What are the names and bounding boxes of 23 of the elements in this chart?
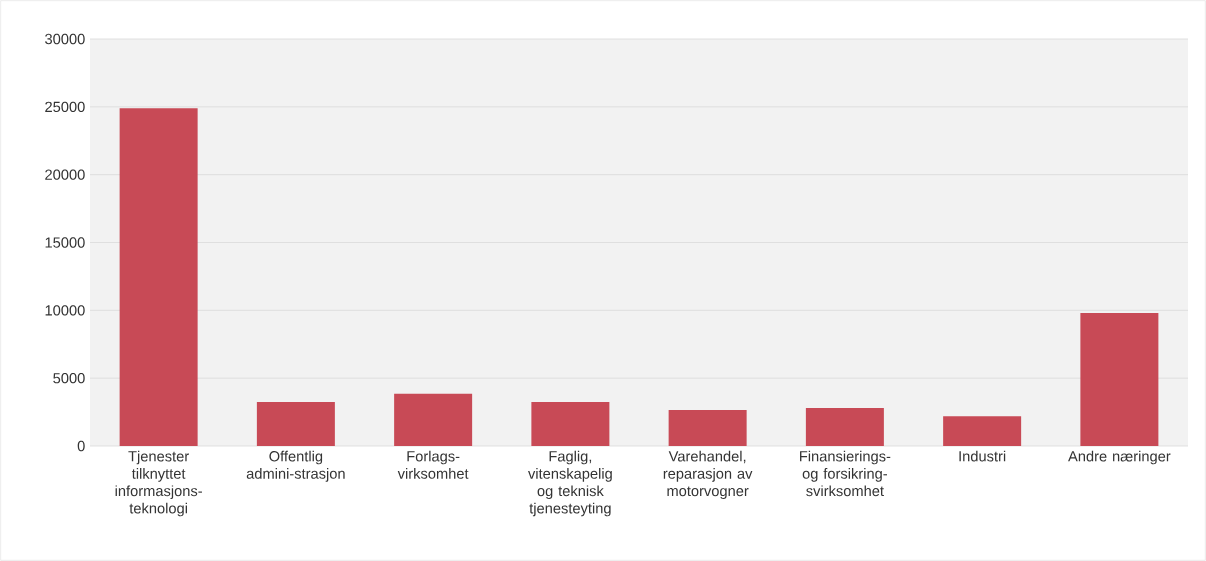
x-tick-label: Faglig, vitenskapelig og teknisk tjenesteyting: [528, 450, 612, 517]
bar: [805, 408, 884, 446]
y-tick-label: 5000: [53, 372, 85, 384]
x-tick-label: Industri: [959, 450, 1006, 462]
bar: [1080, 313, 1159, 446]
bar: [943, 416, 1022, 446]
x-tick-label: Forlags-virksomhet: [397, 450, 469, 479]
y-tick-label: 30000: [45, 33, 85, 45]
y-tick-label: 10000: [45, 305, 85, 316]
bar: [119, 108, 198, 446]
bar: [668, 410, 747, 446]
x-tick-label: Offentlig admini-strasjon: [246, 450, 345, 482]
x-tick-label: Andre næringer: [1068, 450, 1171, 465]
y-tick-label: 20000: [45, 169, 85, 180]
y-tick-label: 15000: [45, 237, 85, 248]
bar: [531, 401, 610, 446]
x-tick-label: Varehandel, reparasjon av motorvogner: [663, 450, 753, 500]
x-tick-label: Finansierings- og forsikring-svirksomhet: [800, 450, 891, 497]
bar: [394, 393, 473, 446]
y-tick-label: 0: [77, 440, 85, 452]
bar: [256, 401, 335, 446]
y-tick-label: 25000: [45, 101, 85, 113]
x-tick-label: Tjenester tilknyttet informasjons-teknologi: [115, 450, 202, 517]
